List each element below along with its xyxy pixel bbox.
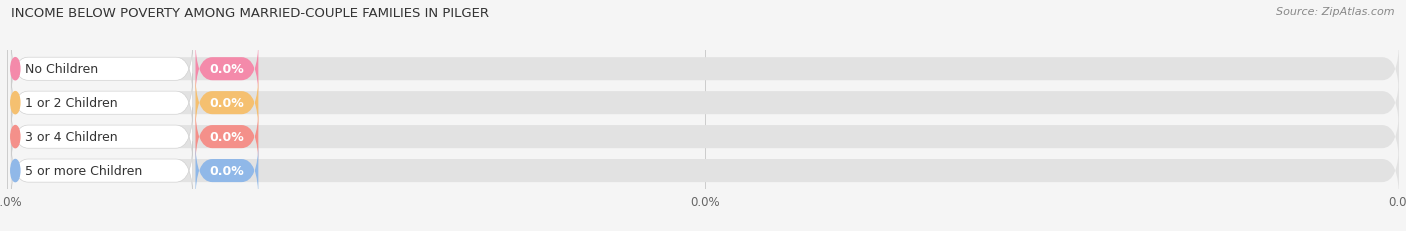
FancyBboxPatch shape bbox=[11, 40, 1399, 98]
FancyBboxPatch shape bbox=[11, 142, 1399, 200]
FancyBboxPatch shape bbox=[11, 74, 193, 132]
Text: INCOME BELOW POVERTY AMONG MARRIED-COUPLE FAMILIES IN PILGER: INCOME BELOW POVERTY AMONG MARRIED-COUPL… bbox=[11, 7, 489, 20]
FancyBboxPatch shape bbox=[11, 40, 193, 98]
FancyBboxPatch shape bbox=[195, 74, 259, 132]
Circle shape bbox=[11, 58, 20, 80]
FancyBboxPatch shape bbox=[195, 40, 259, 98]
Circle shape bbox=[11, 160, 20, 182]
Text: 0.0%: 0.0% bbox=[209, 131, 245, 143]
Circle shape bbox=[11, 126, 20, 148]
Text: 0.0%: 0.0% bbox=[209, 97, 245, 110]
Text: 1 or 2 Children: 1 or 2 Children bbox=[24, 97, 117, 110]
Circle shape bbox=[11, 92, 20, 114]
FancyBboxPatch shape bbox=[11, 108, 193, 166]
FancyBboxPatch shape bbox=[195, 108, 259, 166]
Text: 0.0%: 0.0% bbox=[209, 63, 245, 76]
Text: Source: ZipAtlas.com: Source: ZipAtlas.com bbox=[1277, 7, 1395, 17]
Text: No Children: No Children bbox=[24, 63, 97, 76]
FancyBboxPatch shape bbox=[11, 142, 193, 200]
Text: 5 or more Children: 5 or more Children bbox=[24, 164, 142, 177]
Text: 0.0%: 0.0% bbox=[209, 164, 245, 177]
FancyBboxPatch shape bbox=[195, 142, 259, 200]
FancyBboxPatch shape bbox=[11, 74, 1399, 132]
FancyBboxPatch shape bbox=[11, 108, 1399, 166]
Text: 3 or 4 Children: 3 or 4 Children bbox=[24, 131, 117, 143]
